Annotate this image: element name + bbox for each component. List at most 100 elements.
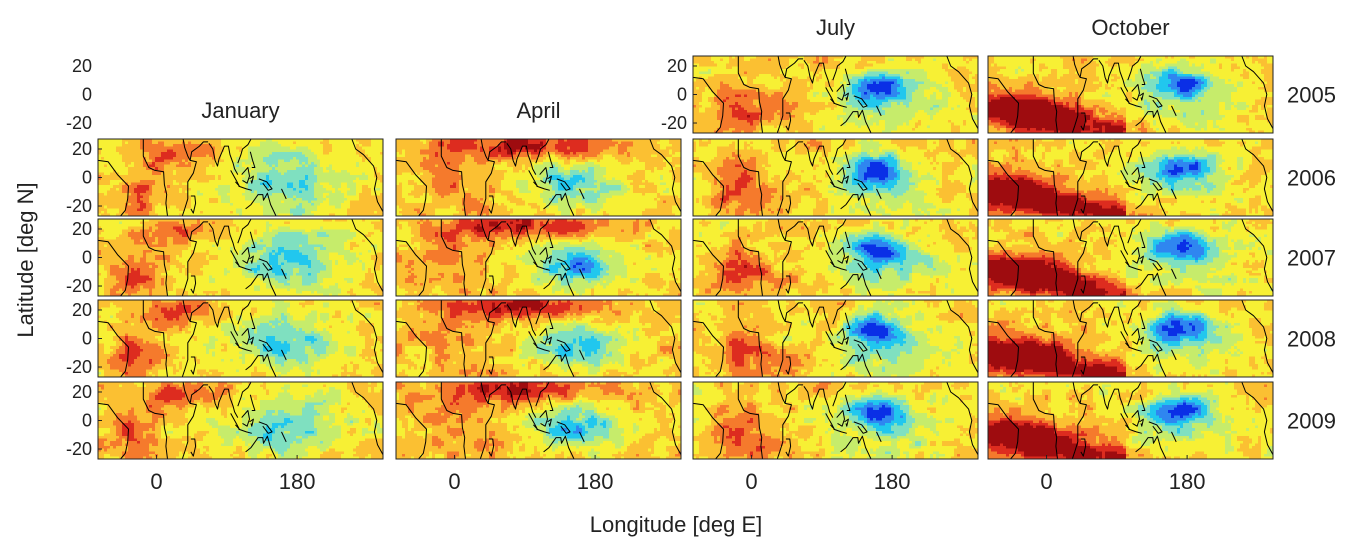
- heat-cell: [107, 146, 111, 150]
- heat-cell: [143, 213, 147, 216]
- heat-cell: [179, 270, 183, 274]
- heat-cell: [98, 231, 102, 235]
- heat-cell: [215, 219, 219, 223]
- heat-cell: [263, 164, 267, 168]
- heat-cell: [293, 139, 297, 143]
- heat-cell: [152, 260, 156, 264]
- heat-cell: [290, 162, 294, 166]
- heat-cell: [185, 156, 189, 161]
- heat-cell: [341, 200, 345, 204]
- heat-cell: [122, 224, 126, 228]
- heat-cell: [380, 172, 383, 176]
- heat-cell: [380, 167, 383, 171]
- heat-cell: [230, 141, 234, 145]
- heat-cell: [314, 185, 318, 189]
- heat-cell: [266, 162, 270, 166]
- heat-cell: [338, 144, 342, 148]
- heat-cell: [326, 164, 330, 168]
- heat-cell: [251, 236, 255, 241]
- heat-cell: [314, 172, 318, 176]
- heat-cell: [323, 159, 327, 163]
- heat-cell: [302, 226, 306, 230]
- heat-cell: [359, 267, 363, 271]
- heat-cell: [293, 144, 297, 148]
- heat-cell: [353, 146, 357, 150]
- heat-cell: [332, 174, 336, 179]
- heat-cell: [197, 169, 201, 173]
- heat-cell: [146, 203, 150, 207]
- heat-cell: [158, 275, 162, 279]
- heat-cell: [224, 203, 228, 207]
- heat-cell: [116, 236, 120, 241]
- heat-cell: [308, 182, 312, 186]
- heat-cell: [227, 272, 231, 277]
- heat-cell: [116, 221, 120, 225]
- heat-cell: [308, 203, 312, 207]
- heat-cell: [251, 205, 255, 209]
- heat-cell: [119, 247, 123, 251]
- heat-cell: [233, 205, 237, 209]
- heat-cell: [377, 162, 381, 166]
- heat-cell: [218, 257, 222, 261]
- heat-cell: [338, 234, 342, 238]
- heat-cell: [326, 254, 330, 259]
- heat-cell: [335, 174, 339, 179]
- heat-cell: [293, 154, 297, 158]
- heat-cell: [221, 195, 225, 199]
- heat-cell: [317, 144, 321, 148]
- heat-cell: [344, 239, 348, 243]
- heat-cell: [194, 272, 198, 277]
- heat-cell: [299, 203, 303, 207]
- heat-cell: [356, 265, 360, 269]
- heat-cell: [233, 139, 237, 143]
- heat-cell: [332, 190, 336, 194]
- heat-cell: [293, 159, 297, 163]
- heat-cell: [293, 200, 297, 204]
- heat-cell: [245, 151, 249, 155]
- heat-cell: [365, 260, 369, 264]
- heat-cell: [317, 257, 321, 261]
- heat-cell: [299, 180, 303, 184]
- heat-cell: [305, 252, 309, 256]
- heat-cell: [233, 229, 237, 233]
- heat-cell: [260, 141, 264, 145]
- heat-cell: [119, 169, 123, 173]
- heat-cell: [338, 203, 342, 207]
- heat-cell: [317, 174, 321, 179]
- heat-cell: [362, 177, 366, 181]
- heat-cell: [362, 154, 366, 158]
- heat-cell: [101, 182, 105, 186]
- heat-cell: [122, 182, 126, 186]
- heat-cell: [203, 265, 207, 269]
- heat-cell: [365, 210, 369, 215]
- heat-cell: [158, 239, 162, 243]
- heat-cell: [371, 267, 375, 271]
- heat-cell: [224, 254, 228, 259]
- heat-cell: [359, 224, 363, 228]
- heat-cell: [179, 257, 183, 261]
- heat-cell: [158, 247, 162, 251]
- heat-cell: [140, 195, 144, 199]
- heat-cell: [134, 162, 138, 166]
- heat-cell: [206, 174, 210, 179]
- heat-cell: [335, 139, 339, 143]
- heat-cell: [155, 144, 159, 148]
- heat-cell: [236, 190, 240, 194]
- heat-cell: [152, 262, 156, 266]
- heat-cell: [335, 162, 339, 166]
- heat-cell: [185, 239, 189, 243]
- heat-cell: [380, 164, 383, 168]
- heat-cell: [134, 177, 138, 181]
- heat-cell: [170, 226, 174, 230]
- heat-cell: [104, 208, 108, 212]
- heat-cell: [296, 185, 300, 189]
- heat-cell: [371, 272, 375, 277]
- heat-cell: [323, 272, 327, 277]
- heat-cell: [179, 249, 183, 253]
- heat-cell: [344, 219, 348, 223]
- heat-cell: [203, 249, 207, 253]
- heat-cell: [293, 164, 297, 168]
- heat-cell: [263, 192, 267, 197]
- heat-cell: [188, 239, 192, 243]
- heat-cell: [311, 239, 315, 243]
